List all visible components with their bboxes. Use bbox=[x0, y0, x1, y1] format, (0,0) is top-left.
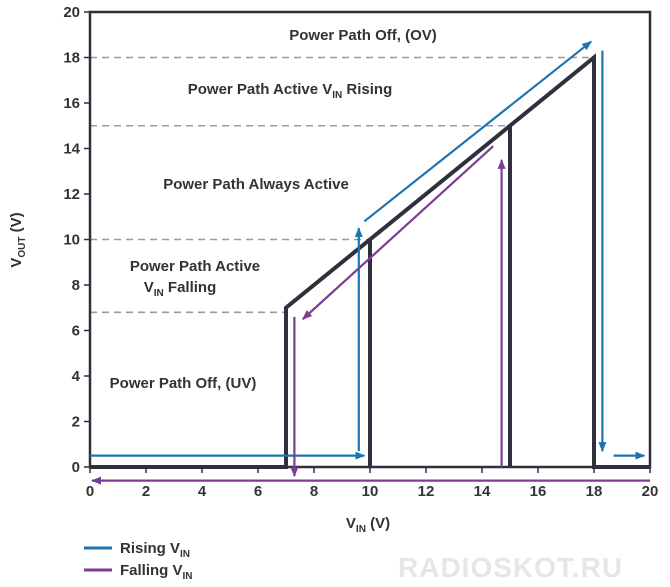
x-tick-label: 2 bbox=[142, 483, 150, 500]
x-tick-label: 10 bbox=[362, 483, 379, 500]
y-tick-label: 20 bbox=[63, 4, 80, 21]
x-tick-label: 0 bbox=[86, 483, 94, 500]
x-tick-label: 8 bbox=[310, 483, 318, 500]
region-label-uv: Power Path Off, (UV) bbox=[110, 375, 257, 392]
legend-label-falling: Falling VIN bbox=[120, 562, 193, 582]
falling-vin-arrows bbox=[91, 145, 650, 485]
y-tick-label: 10 bbox=[63, 232, 80, 249]
y-tick-label: 14 bbox=[63, 141, 80, 158]
x-tick-label: 20 bbox=[642, 483, 659, 500]
x-tick-label: 14 bbox=[474, 483, 491, 500]
x-tick-label: 18 bbox=[586, 483, 603, 500]
rising-vin-arrows bbox=[90, 40, 646, 460]
y-tick-label: 18 bbox=[63, 50, 80, 67]
x-axis-title: VIN (V) bbox=[346, 515, 390, 535]
legend: Rising VIN Falling VIN bbox=[84, 540, 193, 582]
y-tick-label: 16 bbox=[63, 95, 80, 112]
transfer-curve bbox=[90, 53, 650, 469]
y-tick-label: 12 bbox=[63, 186, 80, 203]
y-tick-label: 0 bbox=[72, 459, 80, 476]
legend-label-rising: Rising VIN bbox=[120, 540, 190, 560]
y-tick-label: 4 bbox=[72, 368, 81, 385]
y-tick-label: 8 bbox=[72, 277, 80, 294]
y-tick-label: 2 bbox=[72, 414, 80, 431]
watermark: RADIOSKOT.RU bbox=[398, 552, 623, 583]
x-tick-label: 16 bbox=[530, 483, 547, 500]
region-label-ov: Power Path Off, (OV) bbox=[289, 27, 437, 44]
y-axis-ticks: 0 2 4 6 8 10 12 14 16 18 20 bbox=[63, 4, 90, 476]
threshold-lines bbox=[90, 56, 594, 314]
direction-arrow bbox=[363, 40, 592, 223]
y-axis-title: VOUT (V) bbox=[8, 212, 28, 267]
region-label-always-active: Power Path Always Active bbox=[163, 176, 349, 193]
direction-arrow bbox=[302, 145, 494, 320]
x-tick-label: 6 bbox=[254, 483, 262, 500]
x-tick-label: 4 bbox=[198, 483, 207, 500]
y-tick-label: 6 bbox=[72, 323, 80, 340]
x-tick-label: 12 bbox=[418, 483, 435, 500]
region-label-active-falling-line1: Power Path Active bbox=[130, 258, 260, 275]
x-axis-ticks: 0 2 4 6 8 10 12 14 16 18 20 bbox=[86, 467, 659, 500]
region-label-active-rising: Power Path Active VIN Rising bbox=[188, 81, 393, 101]
region-label-active-falling-line2: VIN Falling bbox=[144, 279, 217, 299]
